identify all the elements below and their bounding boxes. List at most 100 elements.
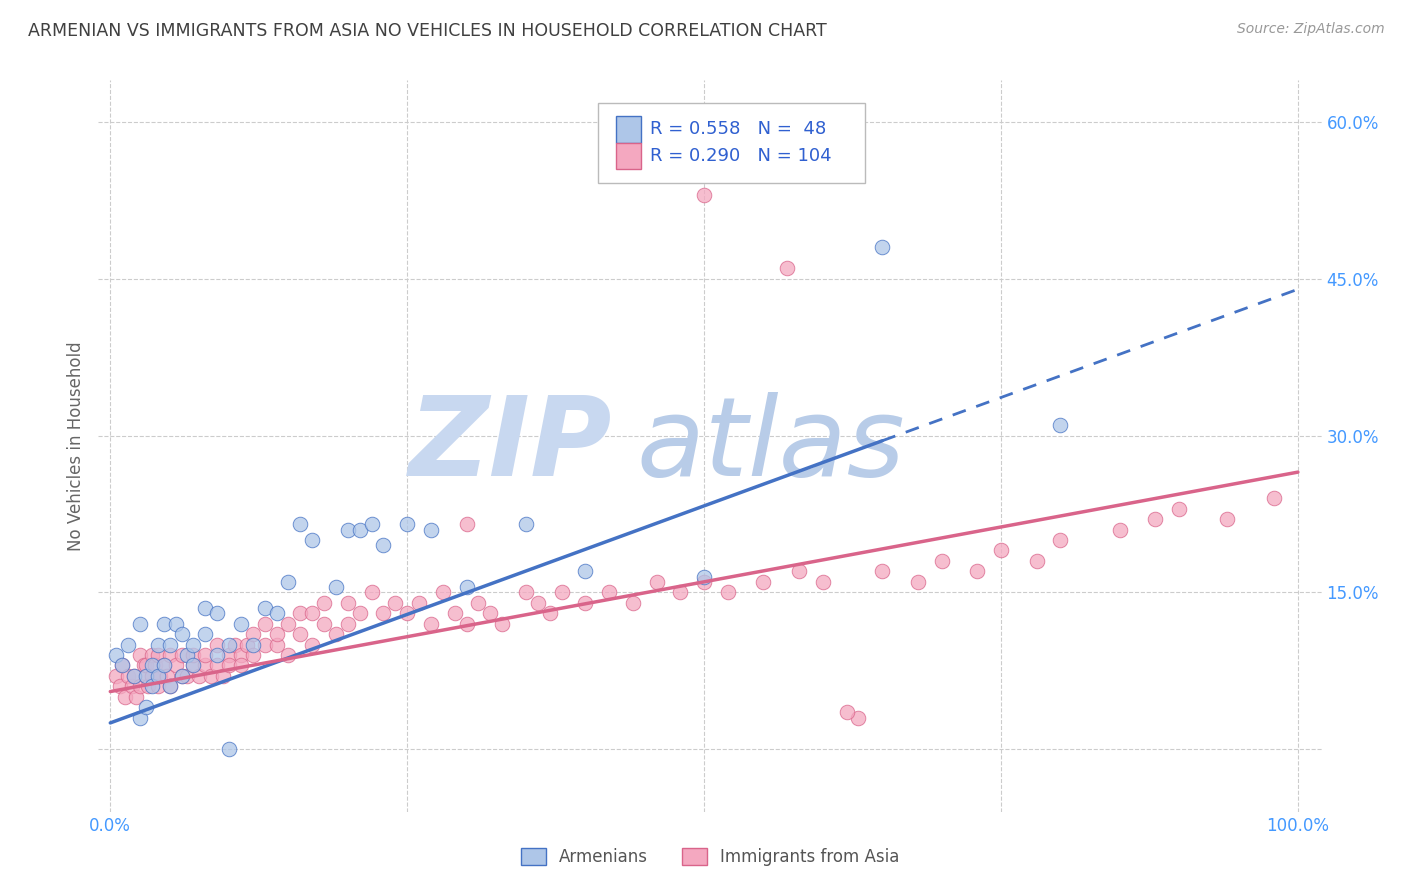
Point (290, 627, 312, 641)
Point (290, 606, 312, 620)
Point (129, 648, 152, 662)
Point (396, 606, 419, 620)
Point (336, 596, 359, 610)
Point (848, 711, 870, 725)
Point (141, 679, 163, 693)
Point (266, 627, 288, 641)
Point (108, 679, 131, 693)
Point (135, 669, 157, 683)
Point (205, 648, 228, 662)
Point (194, 648, 217, 662)
Point (621, 596, 644, 610)
Point (188, 669, 211, 683)
Point (574, 565, 596, 579)
Point (170, 648, 193, 662)
Point (373, 538, 395, 552)
Point (165, 616, 187, 631)
Point (456, 517, 478, 532)
Point (336, 616, 359, 631)
Point (152, 616, 174, 631)
Point (301, 638, 323, 652)
Point (456, 616, 478, 631)
Point (312, 616, 335, 631)
Point (152, 658, 174, 673)
Point (479, 606, 502, 620)
Point (1025, 554, 1047, 568)
Point (907, 574, 929, 589)
Point (125, 690, 148, 704)
Point (550, 585, 572, 599)
Point (835, 706, 858, 720)
Point (242, 638, 264, 652)
Text: R = 0.290   N = 104: R = 0.290 N = 104 (650, 147, 831, 165)
Point (966, 565, 988, 579)
Point (146, 669, 169, 683)
Point (787, 565, 810, 579)
Point (205, 658, 228, 673)
Point (135, 669, 157, 683)
Point (242, 627, 264, 641)
Point (105, 648, 128, 662)
Point (141, 669, 163, 683)
Point (349, 606, 371, 620)
Point (1108, 523, 1130, 537)
Point (176, 669, 198, 683)
Point (752, 574, 775, 589)
Point (229, 648, 252, 662)
Point (236, 638, 259, 652)
Point (301, 533, 323, 547)
Point (527, 596, 550, 610)
Point (373, 606, 395, 620)
Point (141, 648, 163, 662)
Point (194, 627, 217, 641)
Point (1144, 512, 1167, 526)
Point (693, 188, 716, 202)
Point (132, 658, 155, 673)
Point (408, 596, 430, 610)
Point (129, 679, 152, 693)
Point (159, 679, 181, 693)
Point (159, 638, 181, 652)
Point (396, 517, 419, 532)
Text: ARMENIAN VS IMMIGRANTS FROM ASIA NO VEHICLES IN HOUSEHOLD CORRELATION CHART: ARMENIAN VS IMMIGRANTS FROM ASIA NO VEHI… (28, 22, 827, 40)
Point (515, 585, 537, 599)
Point (183, 648, 205, 662)
Point (111, 658, 134, 673)
Point (165, 658, 187, 673)
Point (312, 596, 335, 610)
Point (693, 569, 716, 583)
Point (200, 669, 222, 683)
Point (1049, 533, 1071, 547)
Point (360, 517, 382, 532)
Point (253, 638, 276, 652)
Point (141, 658, 163, 673)
Point (266, 606, 288, 620)
Point (277, 616, 299, 631)
Point (121, 679, 143, 693)
Point (170, 627, 193, 641)
Point (156, 669, 179, 683)
Point (105, 669, 128, 683)
Point (183, 658, 205, 673)
Point (183, 638, 205, 652)
Point (122, 669, 145, 683)
Point (242, 648, 264, 662)
Point (645, 574, 668, 589)
Point (117, 638, 139, 652)
Text: Source: ZipAtlas.com: Source: ZipAtlas.com (1237, 22, 1385, 37)
Point (253, 601, 276, 615)
Point (152, 658, 174, 673)
Point (1049, 418, 1071, 433)
Point (149, 669, 172, 683)
Text: atlas: atlas (637, 392, 905, 500)
Point (224, 638, 246, 652)
Point (145, 658, 167, 673)
Point (538, 606, 561, 620)
Point (135, 658, 157, 673)
Point (277, 574, 299, 589)
Point (176, 648, 198, 662)
Point (467, 596, 489, 610)
Point (1215, 512, 1237, 526)
Point (384, 596, 406, 610)
Point (990, 543, 1012, 558)
